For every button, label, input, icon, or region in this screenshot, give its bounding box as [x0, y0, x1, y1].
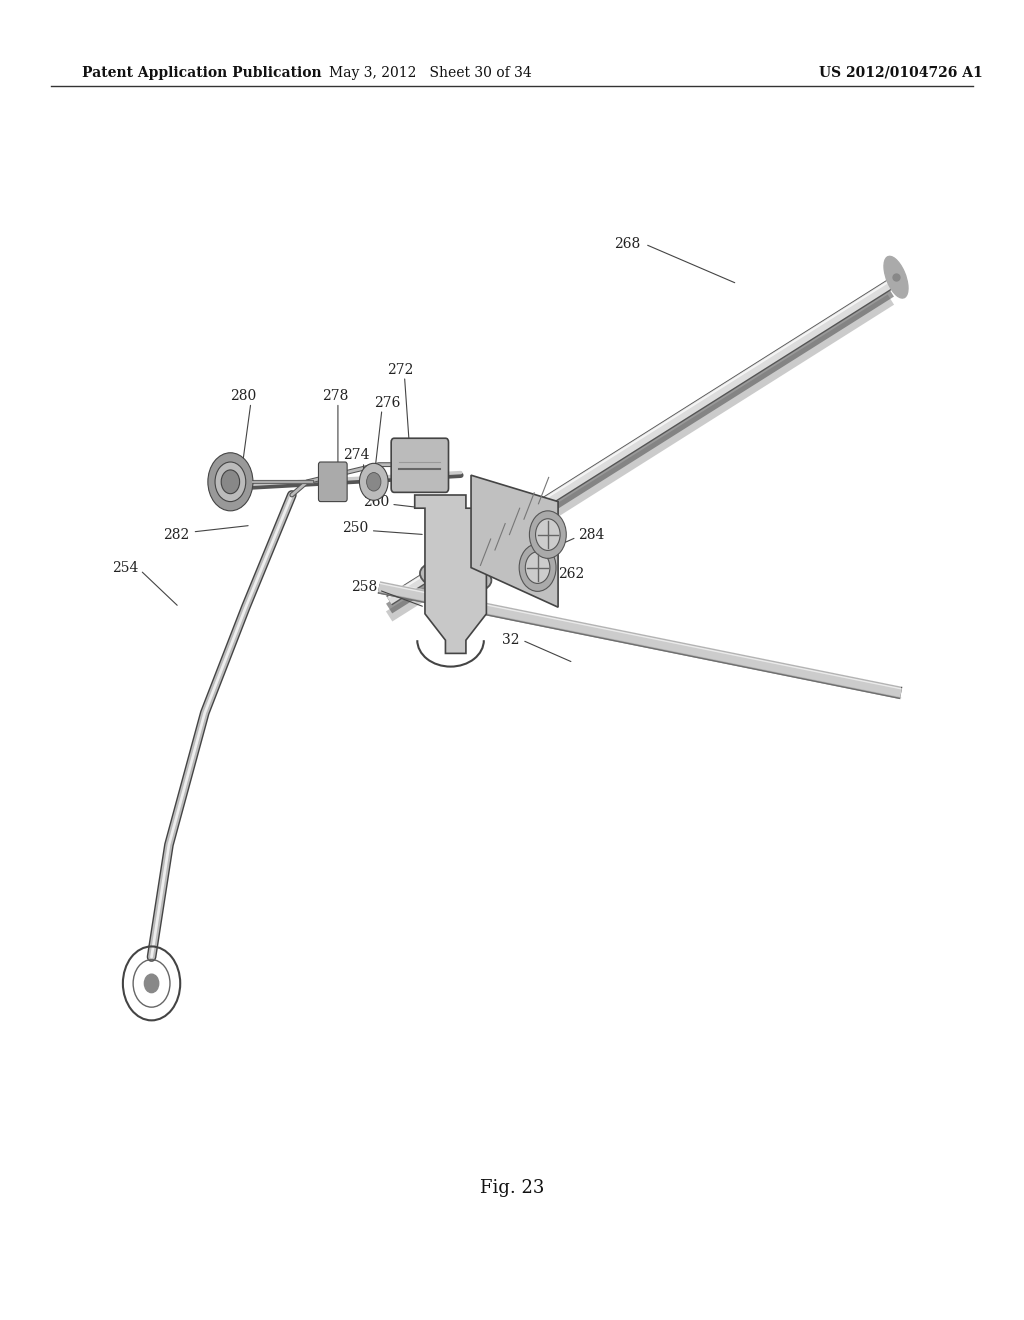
Text: 260: 260 — [362, 495, 389, 508]
Circle shape — [359, 463, 388, 500]
Circle shape — [144, 974, 159, 993]
Text: 250: 250 — [342, 521, 369, 535]
Circle shape — [215, 462, 246, 502]
Text: May 3, 2012   Sheet 30 of 34: May 3, 2012 Sheet 30 of 34 — [329, 66, 531, 79]
Circle shape — [519, 544, 556, 591]
Text: 258: 258 — [350, 581, 377, 594]
Polygon shape — [415, 495, 486, 653]
Text: 268: 268 — [614, 238, 641, 251]
Text: 284: 284 — [579, 528, 605, 541]
Polygon shape — [471, 475, 558, 607]
Text: 262: 262 — [558, 568, 585, 581]
Text: Patent Application Publication: Patent Application Publication — [82, 66, 322, 79]
Circle shape — [208, 453, 253, 511]
Ellipse shape — [420, 560, 492, 594]
Circle shape — [536, 519, 560, 550]
Text: 254: 254 — [112, 561, 138, 574]
Text: 272: 272 — [387, 363, 414, 376]
Text: 276: 276 — [374, 396, 400, 409]
Text: 280: 280 — [230, 389, 257, 403]
Text: 32: 32 — [502, 634, 519, 647]
FancyBboxPatch shape — [391, 438, 449, 492]
Ellipse shape — [884, 256, 908, 298]
Circle shape — [525, 552, 550, 583]
Circle shape — [529, 511, 566, 558]
Text: 274: 274 — [343, 449, 370, 462]
Text: 282: 282 — [163, 528, 189, 541]
Circle shape — [221, 470, 240, 494]
Text: 278: 278 — [323, 389, 349, 403]
FancyBboxPatch shape — [318, 462, 347, 502]
Circle shape — [367, 473, 381, 491]
Text: Fig. 23: Fig. 23 — [480, 1179, 544, 1197]
Text: US 2012/0104726 A1: US 2012/0104726 A1 — [819, 66, 983, 79]
